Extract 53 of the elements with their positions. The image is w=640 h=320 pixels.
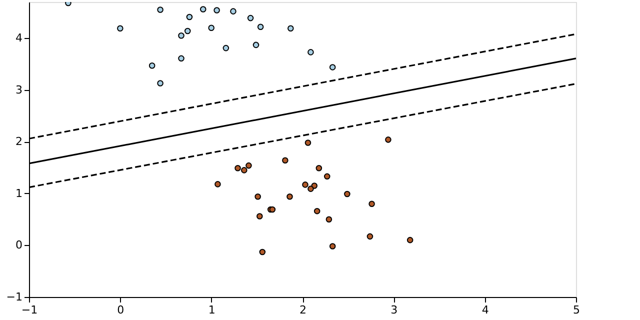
point [368, 200, 375, 207]
point [329, 243, 336, 250]
point [302, 182, 308, 188]
point [230, 8, 236, 14]
point [186, 14, 193, 20]
point [157, 6, 164, 13]
y-tick-label: −1 [6, 290, 22, 304]
point [214, 181, 221, 188]
y-tick-label: 4 [16, 32, 22, 45]
point [314, 208, 320, 214]
point [308, 186, 314, 192]
point [406, 236, 414, 244]
point [222, 44, 230, 52]
x-tick-label: 2 [300, 304, 306, 316]
x-tick-label: 4 [482, 304, 489, 316]
point [241, 167, 248, 174]
point [184, 28, 191, 34]
point [200, 6, 206, 12]
point [286, 193, 293, 200]
point [208, 24, 214, 32]
point [247, 14, 254, 22]
point [246, 162, 252, 169]
point [178, 32, 184, 39]
point [259, 248, 266, 256]
x-tick-label: 5 [573, 304, 580, 316]
point [324, 173, 330, 180]
point [282, 157, 288, 164]
point [257, 24, 264, 30]
point [148, 62, 156, 69]
point [329, 64, 336, 70]
point [157, 80, 164, 86]
point [288, 25, 294, 32]
point [326, 216, 332, 223]
point [256, 213, 263, 220]
x-tick-label: 1 [208, 304, 216, 316]
point [214, 7, 220, 14]
y-tick-label: 2 [16, 135, 22, 148]
point [178, 55, 184, 62]
point [252, 42, 260, 48]
point [117, 25, 124, 32]
point [344, 190, 350, 198]
y-tick-label: 0 [16, 238, 22, 252]
y-tick-label: 3 [16, 83, 22, 96]
point [316, 164, 322, 172]
x-tick-label: 3 [390, 304, 398, 316]
y-tick-label: 1 [16, 186, 22, 200]
x-tick-label: 0 [117, 304, 124, 316]
point [304, 140, 312, 146]
point [366, 233, 374, 240]
point [385, 136, 392, 143]
point [308, 49, 314, 56]
point [254, 193, 261, 200]
point [234, 164, 241, 172]
